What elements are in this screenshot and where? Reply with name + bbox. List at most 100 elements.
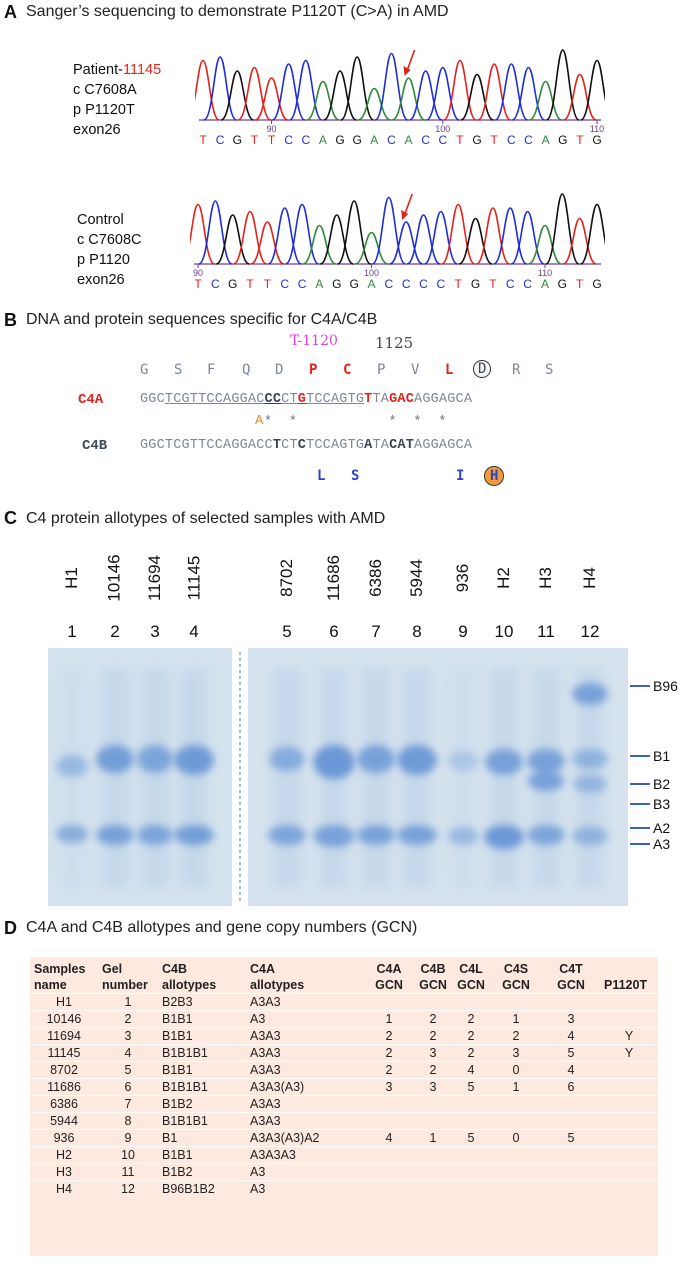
table-cell: 2 <box>364 1026 414 1044</box>
table-header-line: number <box>102 977 148 992</box>
lane-sample-label: 5944 <box>407 559 427 597</box>
table-cell: B1B1B1 <box>158 1043 246 1061</box>
table-cell <box>490 1094 542 1112</box>
amino-acid-top: P <box>377 362 386 378</box>
control-chromatogram: T C G T T C C A G G A C C C C T G T C C A G T G90 100 110 <box>190 193 605 291</box>
chromatogram-peak <box>423 210 458 265</box>
mutation-arrow <box>403 193 413 217</box>
c4b-sequence: GGCTCGTTCCAGGACCTCTCTCCAGTGATACATAGGAGCA <box>140 438 473 453</box>
chromatogram-peak <box>220 70 254 121</box>
lane-sample-wrapper: 10146 <box>104 540 126 616</box>
table-cell: 11694 <box>30 1026 98 1044</box>
chromatogram-peak <box>545 49 580 121</box>
base-call: C <box>402 277 411 291</box>
table-cell: 3 <box>364 1077 414 1095</box>
table-cell <box>452 992 490 1010</box>
table-header-1: Gel number <box>98 957 158 993</box>
gel-lane-smear <box>101 668 129 888</box>
base-call: A <box>315 277 323 291</box>
table-cell: 5 <box>542 1128 600 1146</box>
table-cell <box>490 1162 542 1180</box>
table-header-line: allotypes <box>250 977 305 992</box>
lane-sample-wrapper: 5944 <box>406 540 428 616</box>
table-cell: 2 <box>364 1043 414 1061</box>
table-header-6: C4L GCN <box>452 957 490 993</box>
base-call: C <box>524 133 533 147</box>
amino-acid-top: S <box>545 362 554 378</box>
amino-acid-top: Q <box>242 362 251 378</box>
base-call: G <box>332 277 341 291</box>
table-cell: 5 <box>452 1077 490 1095</box>
table-cell: 3 <box>414 1077 452 1095</box>
difference-stars: * * * * * <box>264 415 447 430</box>
chromatogram-peak <box>203 56 238 121</box>
table-cell: H2 <box>30 1145 98 1163</box>
table-header-line: C4B <box>162 961 188 976</box>
amino-acid-top: D <box>275 362 284 378</box>
chromatogram-peak <box>237 66 272 121</box>
chromatogram-peak <box>528 80 563 121</box>
lane-sample-label: H1 <box>61 567 81 589</box>
c4b-label: C4B <box>82 438 108 454</box>
lane-number: 5 <box>282 622 292 641</box>
base-call: A <box>542 133 550 147</box>
lane-sample-label: H2 <box>493 567 513 589</box>
table-cell: 3 <box>414 1043 452 1061</box>
base-call: T <box>456 133 464 147</box>
base-call: T <box>268 133 276 147</box>
table-cell: 936 <box>30 1128 98 1146</box>
table-cell <box>600 1094 658 1112</box>
table-cell: B1B1 <box>158 1145 246 1163</box>
gel-band <box>527 749 565 773</box>
gel-band <box>174 745 214 775</box>
table-cell: 7 <box>98 1094 158 1112</box>
table-header-line: C4B <box>420 961 446 976</box>
table-header-line: name <box>34 977 67 992</box>
gel-band <box>357 745 395 773</box>
table-cell: A3A3 <box>246 1094 364 1112</box>
chromatogram-peak <box>289 59 323 121</box>
table-header-line: Gel <box>102 961 123 976</box>
chromatogram-peak <box>354 231 389 265</box>
control-exon: exon26 <box>77 272 125 288</box>
table-cell: A3A3 <box>246 1111 364 1129</box>
table-cell: A3A3 <box>246 1026 364 1044</box>
chromatogram-peak <box>198 200 233 265</box>
gel-band <box>528 771 564 791</box>
gel-lane-smear <box>180 668 208 888</box>
chromatogram-peak <box>391 77 426 121</box>
lane-sample-label: H3 <box>535 567 555 589</box>
amino-acid-bottom: S <box>351 468 360 484</box>
panel-c-label: C <box>4 508 17 528</box>
chromatogram-peak <box>190 203 215 265</box>
base-call: C <box>301 133 310 147</box>
table-cell: 2 <box>490 1026 542 1044</box>
table-cell <box>490 1145 542 1163</box>
lane-sample-label: 11694 <box>145 554 165 602</box>
mutation-arrow-head <box>401 210 409 220</box>
patient-info: Patient-11145 c C7608A p P1120T exon26 <box>73 60 161 140</box>
gel-band <box>137 745 173 773</box>
table-header-0: Samples name <box>30 957 98 993</box>
base-call: G <box>233 133 242 147</box>
table-cell <box>364 992 414 1010</box>
table-header-line: allotypes <box>162 977 217 992</box>
gel-band <box>56 755 88 777</box>
gel-lane-smear <box>273 668 301 888</box>
table-cell: 10 <box>98 1145 158 1163</box>
amino-acid-bottom: I <box>456 468 465 484</box>
marker-label: B96 <box>653 678 678 694</box>
mutation-mark-a: A <box>255 413 264 429</box>
table-cell <box>364 1162 414 1180</box>
patient-c-change: c C7608A <box>73 82 137 98</box>
base-call: T <box>489 277 497 291</box>
table-cell: Y <box>600 1043 658 1061</box>
table-cell: 11 <box>98 1162 158 1180</box>
chromatogram-peak <box>443 59 477 121</box>
position-label: 110 <box>590 124 604 134</box>
lane-sample-wrapper: 8702 <box>276 540 298 616</box>
chromatogram-peak <box>408 70 443 121</box>
lane-sample-label: 936 <box>453 563 472 593</box>
table-cell <box>542 1179 600 1197</box>
lane-sample-wrapper: 11694 <box>144 540 166 616</box>
